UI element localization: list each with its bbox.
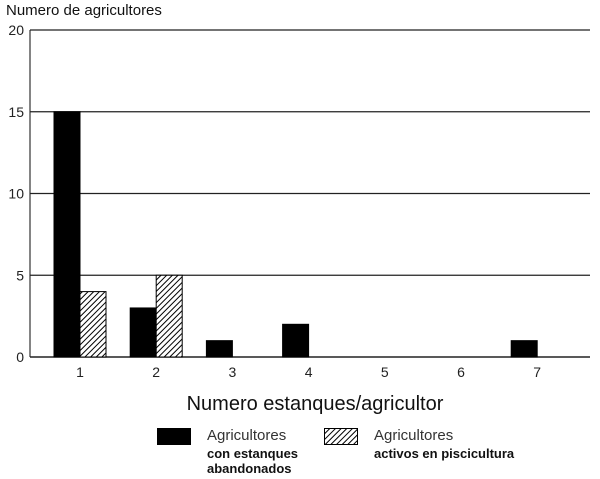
x-tick-label: 7 xyxy=(533,364,541,380)
bar-abandoned xyxy=(129,307,157,358)
x-tick-label: 1 xyxy=(76,364,84,380)
bar-active xyxy=(155,274,183,358)
x-tick-label: 3 xyxy=(229,364,237,380)
legend-swatch-hatched xyxy=(324,428,358,445)
x-tick-label: 6 xyxy=(457,364,465,380)
x-tick-label: 5 xyxy=(381,364,389,380)
legend-label-line2: con estanques abandonados xyxy=(207,446,299,476)
legend-label-line2: activos en piscicultura xyxy=(374,446,515,461)
y-tick-label: 10 xyxy=(8,186,24,202)
bar-active xyxy=(79,291,107,358)
y-tick-label: 20 xyxy=(8,22,24,38)
y-axis-label: Numero de agricultores xyxy=(6,2,162,19)
x-tick-label: 4 xyxy=(305,364,313,380)
bar-abandoned xyxy=(205,340,233,358)
tick-labels: 0 5 10 15 20 1 2 3 4 5 6 7 xyxy=(8,22,541,380)
bar-abandoned xyxy=(53,111,81,358)
legend-swatch-solid xyxy=(157,428,191,445)
y-tick-label: 5 xyxy=(16,267,24,283)
y-tick-label: 0 xyxy=(16,349,24,365)
bar-abandoned xyxy=(510,340,538,358)
y-tick-label: 15 xyxy=(8,104,24,120)
legend-label-line1: Agricultores xyxy=(374,427,454,444)
legend-label-line1: Agricultores xyxy=(207,427,287,444)
bar-abandoned xyxy=(282,323,310,358)
x-tick-label: 2 xyxy=(152,364,160,380)
bars xyxy=(53,111,538,358)
x-axis-label: Numero estanques/agricultor xyxy=(186,393,444,415)
gridlines xyxy=(29,29,590,358)
